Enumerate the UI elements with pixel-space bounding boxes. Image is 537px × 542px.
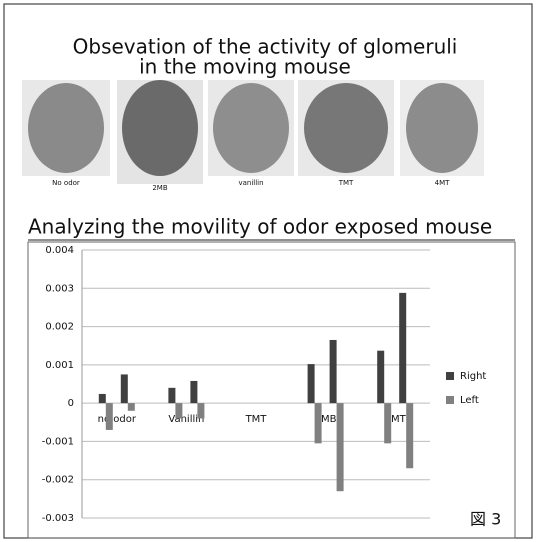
bar bbox=[337, 403, 344, 491]
bar bbox=[190, 381, 197, 403]
bar bbox=[384, 403, 391, 443]
image-blob bbox=[213, 83, 289, 173]
y-tick-label: -0.001 bbox=[42, 436, 74, 447]
image-label: 2MB bbox=[152, 184, 167, 192]
bar bbox=[106, 403, 113, 430]
bar bbox=[406, 403, 413, 468]
y-tick-label: 0.001 bbox=[45, 360, 74, 371]
title-line: in the moving mouse bbox=[139, 55, 351, 79]
y-tick-label: -0.003 bbox=[42, 513, 74, 524]
image-label: 4MT bbox=[435, 179, 450, 187]
y-tick-label: 0.003 bbox=[45, 283, 74, 294]
image-blob bbox=[304, 83, 388, 173]
image-blob bbox=[406, 83, 478, 173]
image-label: No odor bbox=[52, 179, 80, 187]
images bbox=[22, 80, 484, 184]
image-label: vanillin bbox=[238, 179, 263, 187]
bar bbox=[99, 394, 106, 403]
legend-label: Left bbox=[460, 395, 479, 406]
image-blob bbox=[122, 80, 198, 176]
bar bbox=[308, 364, 315, 403]
bar bbox=[330, 340, 337, 403]
section-title: Analyzing the movility of odor exposed m… bbox=[28, 215, 492, 239]
bar bbox=[399, 293, 406, 403]
figure: Obsevation of the activity of glomeruli … bbox=[0, 0, 537, 542]
bar bbox=[377, 351, 384, 403]
chart: -0.003 -0.002 -0.001 0 0.001 0.002 0.003 0.004 n… bbox=[42, 245, 487, 524]
image-label: TMT bbox=[338, 179, 354, 187]
y-tick-label: 0 bbox=[68, 398, 74, 409]
y-tick-label: 0.004 bbox=[45, 245, 74, 256]
y-tick-label: -0.002 bbox=[42, 475, 74, 486]
legend-swatch bbox=[446, 372, 454, 380]
image-blob bbox=[28, 83, 104, 173]
bar bbox=[121, 374, 128, 403]
legend-swatch bbox=[446, 396, 454, 404]
figure-label: 図 3 bbox=[470, 510, 501, 529]
bar bbox=[197, 403, 204, 418]
chart-border bbox=[28, 242, 515, 538]
bar bbox=[168, 388, 175, 403]
bar bbox=[315, 403, 322, 443]
x-tick-label: no odor bbox=[98, 414, 137, 425]
y-tick-label: 0.002 bbox=[45, 322, 74, 333]
legend-label: Right bbox=[460, 371, 486, 382]
bar bbox=[128, 403, 135, 411]
bar bbox=[175, 403, 182, 418]
x-tick-label: TMT bbox=[245, 414, 268, 425]
